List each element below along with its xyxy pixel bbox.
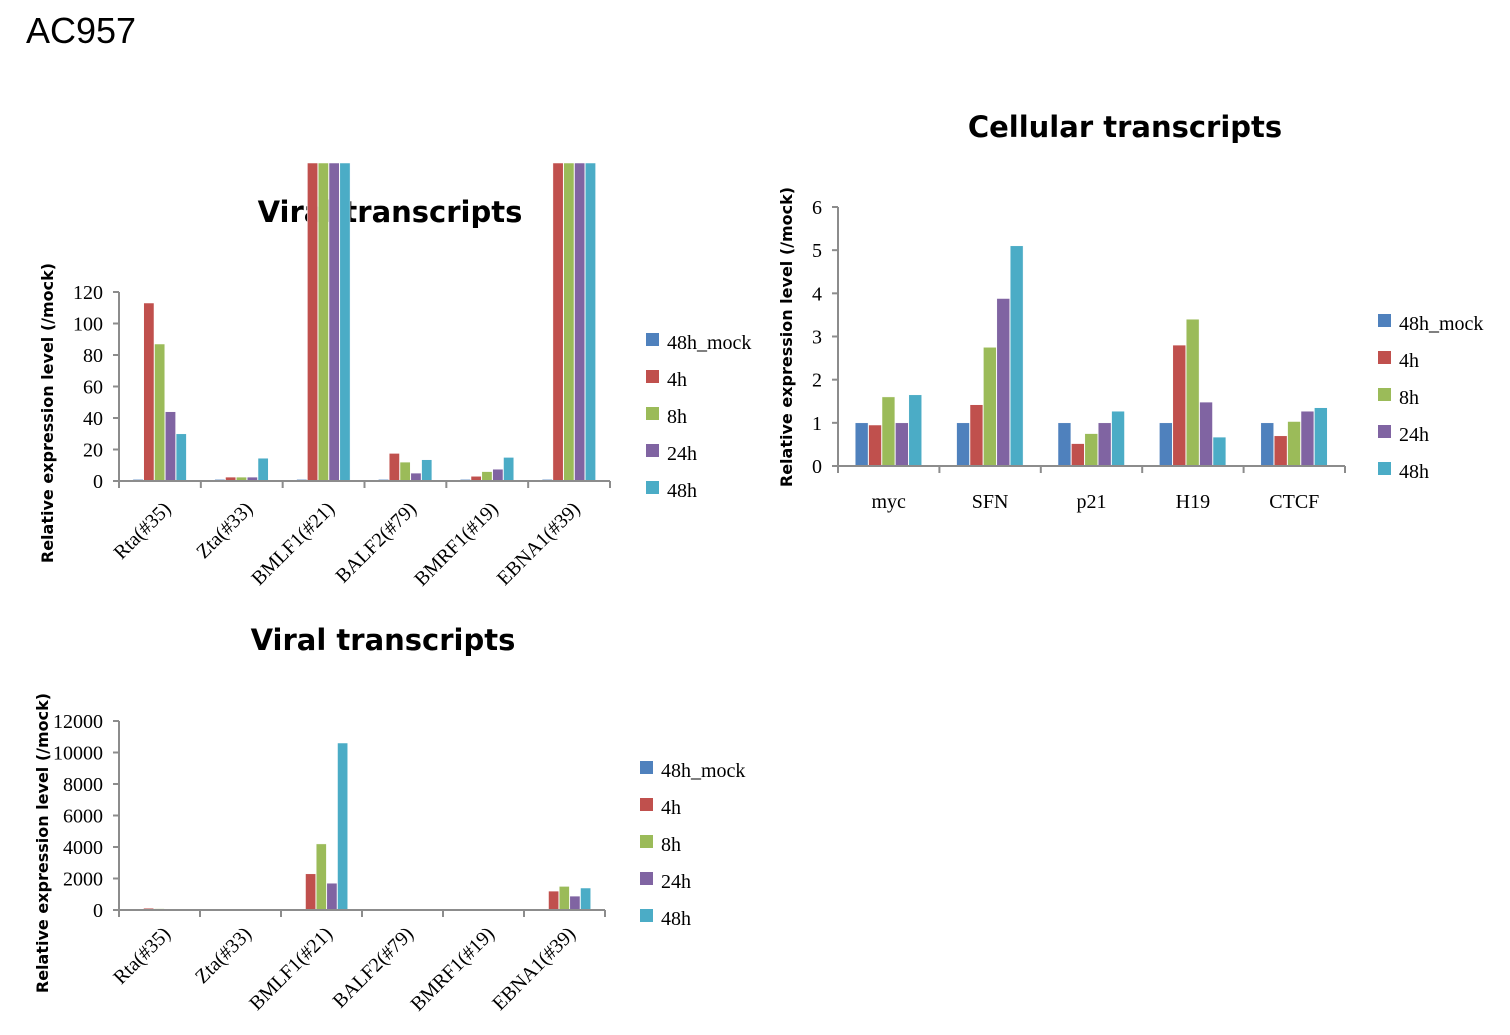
- y-tick-label: 5: [812, 240, 822, 262]
- bar-4h: [548, 890, 559, 911]
- y-tick-label: 0: [812, 456, 822, 478]
- legend-label: 24h: [667, 443, 697, 465]
- legend-swatch-48h-mock: [640, 761, 653, 774]
- y-tick-label: 2: [812, 370, 822, 392]
- legend-swatch-8h: [646, 407, 659, 420]
- legend-label: 24h: [1399, 424, 1429, 446]
- legend-swatch-8h: [640, 835, 653, 848]
- x-category-label: myc: [871, 491, 906, 513]
- legend-label: 48h_mock: [661, 760, 745, 782]
- y-tick-label: 0: [93, 471, 103, 493]
- y-tick-label: 120: [73, 282, 103, 304]
- x-category-label: BALF2(#79): [329, 923, 418, 1012]
- y-tick-label: 20: [83, 440, 103, 462]
- legend-swatch-48h-mock: [646, 333, 659, 346]
- legend-swatch-24h: [1378, 425, 1391, 438]
- chart-title: Cellular transcripts: [968, 110, 1282, 144]
- y-tick-label: 40: [83, 408, 103, 430]
- x-category-label: H19: [1176, 491, 1210, 513]
- legend-label: 4h: [667, 369, 687, 391]
- legend-label: 8h: [667, 406, 687, 428]
- legend-swatch-48h-mock: [1378, 314, 1391, 327]
- legend-label: 4h: [1399, 350, 1419, 372]
- y-tick-label: 3: [812, 327, 822, 349]
- legend-swatch-48h: [646, 481, 659, 494]
- y-axis-label: Relative expression level (/mock): [38, 263, 57, 563]
- legend-swatch-8h: [1378, 388, 1391, 401]
- legend-label: 48h_mock: [1399, 313, 1483, 335]
- bar-48h: [337, 742, 348, 911]
- legend-label: 48h_mock: [667, 332, 751, 354]
- y-tick-label: 1: [812, 413, 822, 435]
- y-tick-label: 100: [73, 314, 103, 336]
- legend-swatch-4h: [1378, 351, 1391, 364]
- y-tick-label: 4000: [63, 837, 103, 859]
- x-category-label: Rta(#35): [109, 923, 175, 989]
- x-category-label: BMLF1(#21): [245, 923, 337, 1015]
- x-category-label: EBNA1(#39): [488, 923, 580, 1015]
- x-category-label: Zta(#33): [191, 923, 256, 988]
- legend-label: 24h: [661, 871, 691, 893]
- legend-label: 48h: [667, 480, 697, 502]
- y-tick-label: 80: [83, 345, 103, 367]
- chart-title: Viral transcripts: [251, 623, 516, 657]
- legend-label: 48h: [1399, 461, 1429, 483]
- bar-24h: [569, 895, 581, 911]
- y-tick-label: 10000: [53, 743, 103, 765]
- y-tick-label: 8000: [63, 774, 103, 796]
- chart-title: Viral transcripts: [258, 195, 523, 229]
- y-tick-label: 6000: [63, 806, 103, 828]
- legend-swatch-4h: [640, 798, 653, 811]
- y-tick-label: 4: [812, 283, 822, 305]
- legend-label: 4h: [661, 797, 681, 819]
- legend-label: 8h: [661, 834, 681, 856]
- page-title: AC957: [26, 10, 137, 51]
- legend-swatch-48h: [640, 909, 653, 922]
- legend-swatch-48h: [1378, 462, 1391, 475]
- y-tick-label: 12000: [53, 711, 103, 733]
- x-category-label: BMRF1(#19): [406, 923, 499, 1016]
- bar-8h: [315, 843, 327, 911]
- legend-label: 8h: [1399, 387, 1419, 409]
- y-axis-label: Relative expression level (/mock): [777, 187, 796, 487]
- bar-24h: [326, 882, 338, 911]
- bar-8h: [558, 886, 570, 911]
- x-category-label: SFN: [972, 491, 1009, 513]
- bar-4h: [305, 873, 316, 911]
- y-tick-label: 6: [812, 197, 822, 219]
- y-axis-label: Relative expression level (/mock): [33, 693, 52, 993]
- y-tick-label: 60: [83, 377, 103, 399]
- bar-48h: [580, 887, 591, 911]
- y-tick-label: 0: [93, 900, 103, 922]
- x-category-label: p21: [1077, 491, 1107, 513]
- legend-swatch-24h: [646, 444, 659, 457]
- legend-swatch-24h: [640, 872, 653, 885]
- x-category-label: CTCF: [1269, 491, 1319, 513]
- y-tick-label: 2000: [63, 869, 103, 891]
- legend-label: 48h: [661, 908, 691, 930]
- legend-swatch-4h: [646, 370, 659, 383]
